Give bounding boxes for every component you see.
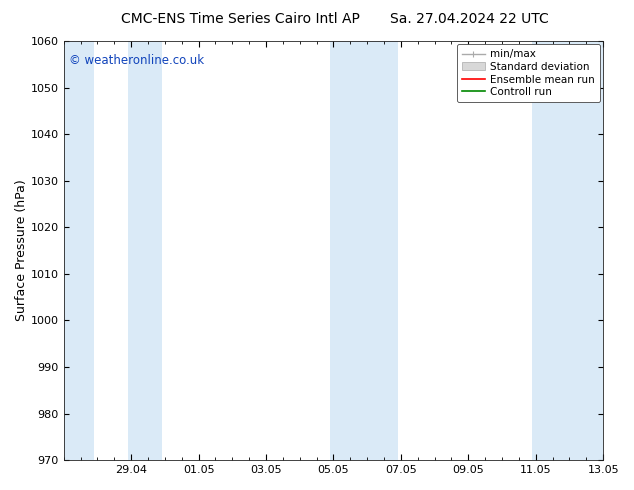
Bar bbox=[533, 41, 600, 460]
Bar bbox=[330, 41, 398, 460]
Text: CMC-ENS Time Series Cairo Intl AP: CMC-ENS Time Series Cairo Intl AP bbox=[122, 12, 360, 26]
Legend: min/max, Standard deviation, Ensemble mean run, Controll run: min/max, Standard deviation, Ensemble me… bbox=[456, 44, 600, 102]
Text: © weatheronline.co.uk: © weatheronline.co.uk bbox=[69, 53, 204, 67]
Bar bbox=[64, 41, 94, 460]
Text: Sa. 27.04.2024 22 UTC: Sa. 27.04.2024 22 UTC bbox=[390, 12, 548, 26]
Bar bbox=[128, 41, 162, 460]
Y-axis label: Surface Pressure (hPa): Surface Pressure (hPa) bbox=[15, 180, 28, 321]
Bar bbox=[573, 41, 603, 460]
